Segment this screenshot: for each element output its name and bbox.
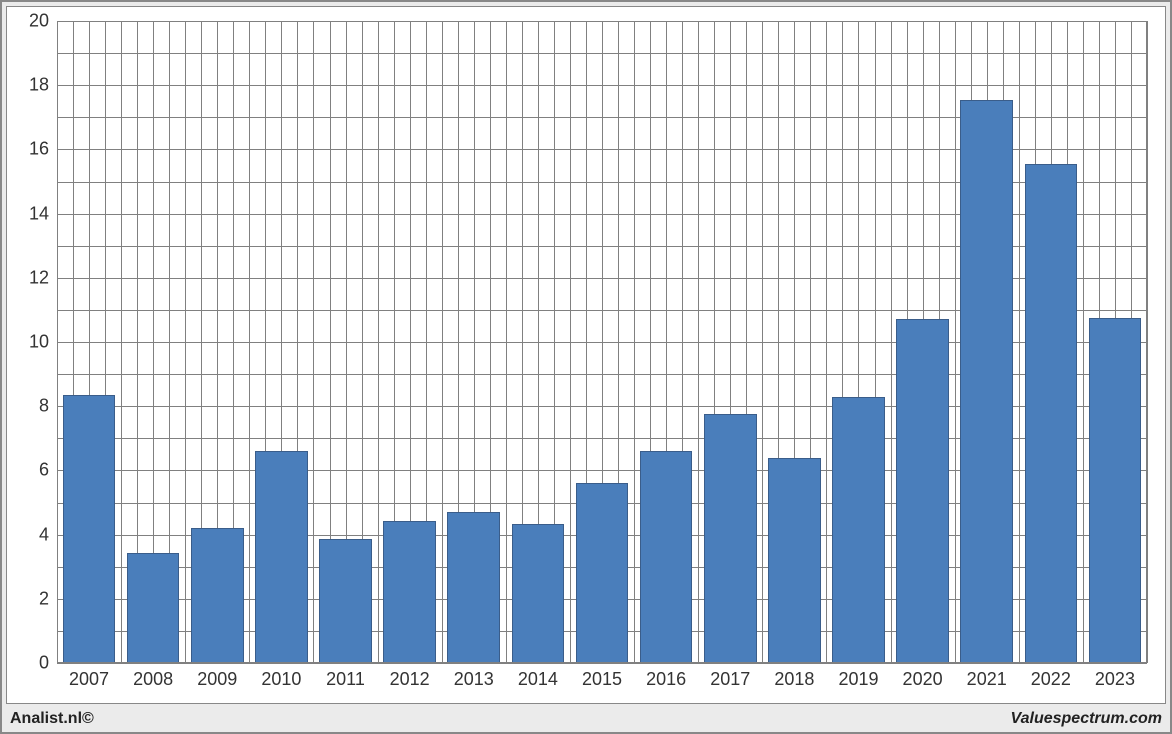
gridline-vertical bbox=[121, 21, 122, 663]
bar bbox=[63, 395, 116, 663]
x-tick-label: 2011 bbox=[326, 669, 365, 690]
bar bbox=[1089, 318, 1142, 663]
bar bbox=[704, 414, 757, 663]
chart-frame: 0 2 4 6 8 10 12 14 16 18 20 2007 2008 2009 2010 2011 201… bbox=[0, 0, 1172, 734]
bar bbox=[576, 483, 629, 663]
y-tick-label: 14 bbox=[29, 203, 49, 224]
gridline-horizontal bbox=[57, 663, 1147, 664]
x-tick-label: 2012 bbox=[390, 669, 430, 690]
x-tick-label: 2022 bbox=[1031, 669, 1071, 690]
y-tick-label: 0 bbox=[39, 653, 49, 674]
y-tick-label: 6 bbox=[39, 460, 49, 481]
gridline-vertical bbox=[313, 21, 314, 663]
x-tick-label: 2020 bbox=[903, 669, 943, 690]
y-tick-label: 4 bbox=[39, 524, 49, 545]
gridline-vertical bbox=[634, 21, 635, 663]
gridline-vertical bbox=[506, 21, 507, 663]
footer-left-credit: Analist.nl© bbox=[10, 710, 94, 728]
x-tick-label: 2009 bbox=[197, 669, 237, 690]
x-tick-label: 2008 bbox=[133, 669, 173, 690]
bar bbox=[768, 458, 821, 663]
bar bbox=[255, 451, 308, 664]
y-tick-label: 12 bbox=[29, 267, 49, 288]
y-tick-label: 2 bbox=[39, 588, 49, 609]
bar bbox=[960, 100, 1013, 663]
bar bbox=[191, 528, 244, 663]
gridline-vertical bbox=[698, 21, 699, 663]
bar bbox=[832, 397, 885, 663]
x-tick-label: 2018 bbox=[774, 669, 814, 690]
x-tick-label: 2019 bbox=[838, 669, 878, 690]
gridline-vertical bbox=[249, 21, 250, 663]
gridline-vertical bbox=[955, 21, 956, 663]
x-tick-label: 2007 bbox=[69, 669, 109, 690]
plot-area: 0246810121416182020072008200920102011201… bbox=[57, 21, 1147, 663]
x-tick-label: 2021 bbox=[967, 669, 1007, 690]
gridline-vertical bbox=[442, 21, 443, 663]
x-tick-label: 2023 bbox=[1095, 669, 1135, 690]
y-tick-label: 10 bbox=[29, 332, 49, 353]
gridline-vertical bbox=[826, 21, 827, 663]
chart-inner: 0 2 4 6 8 10 12 14 16 18 20 2007 2008 2009 2010 2011 201… bbox=[6, 6, 1166, 704]
x-tick-label: 2017 bbox=[710, 669, 750, 690]
bar bbox=[447, 512, 500, 664]
x-tick-label: 2015 bbox=[582, 669, 622, 690]
bar bbox=[896, 319, 949, 663]
gridline-vertical bbox=[1083, 21, 1084, 663]
y-tick-label: 18 bbox=[29, 75, 49, 96]
x-tick-label: 2014 bbox=[518, 669, 558, 690]
gridline-vertical bbox=[762, 21, 763, 663]
footer-right-credit: Valuespectrum.com bbox=[1011, 710, 1162, 728]
x-tick-label: 2016 bbox=[646, 669, 686, 690]
gridline-vertical bbox=[570, 21, 571, 663]
gridline-vertical bbox=[1019, 21, 1020, 663]
y-tick-label: 16 bbox=[29, 139, 49, 160]
y-tick-label: 20 bbox=[29, 11, 49, 32]
y-tick-label: 8 bbox=[39, 396, 49, 417]
gridline-vertical bbox=[1147, 21, 1148, 663]
bar bbox=[127, 553, 180, 663]
bar bbox=[319, 539, 372, 663]
bar bbox=[1025, 164, 1078, 663]
gridline-vertical bbox=[378, 21, 379, 663]
gridline-vertical bbox=[185, 21, 186, 663]
x-tick-label: 2010 bbox=[261, 669, 301, 690]
bar bbox=[383, 521, 436, 663]
bar bbox=[640, 451, 693, 664]
bar bbox=[512, 524, 565, 663]
gridline-vertical bbox=[57, 21, 58, 663]
gridline-vertical bbox=[891, 21, 892, 663]
x-tick-label: 2013 bbox=[454, 669, 494, 690]
